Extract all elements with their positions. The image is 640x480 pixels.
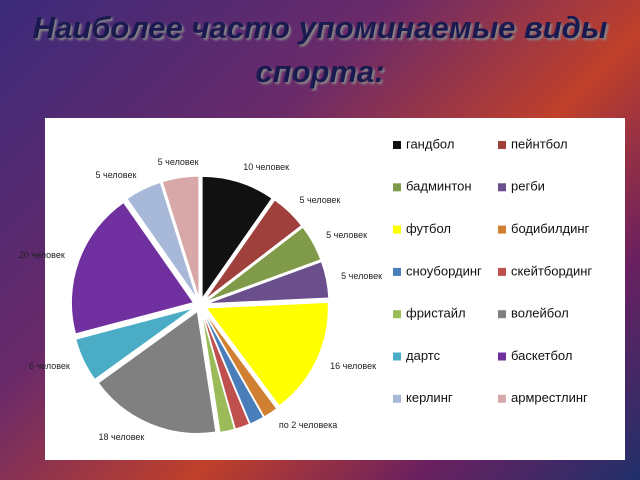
legend-swatch bbox=[498, 352, 506, 361]
legend-swatch bbox=[393, 141, 401, 149]
pie-slice bbox=[201, 311, 251, 430]
legend-label: пейнтбол bbox=[511, 136, 568, 151]
legend-swatch bbox=[393, 310, 401, 319]
pie-slice bbox=[205, 226, 322, 303]
legend-label: скейтбординг bbox=[511, 263, 592, 278]
pie-slice bbox=[126, 181, 198, 300]
data-label: 20 человек bbox=[19, 250, 65, 260]
legend-swatch bbox=[498, 225, 506, 234]
legend-swatch bbox=[393, 352, 401, 361]
legend-swatch bbox=[393, 225, 401, 234]
pie-slice bbox=[200, 311, 236, 433]
data-label: 10 человек bbox=[243, 162, 289, 172]
pie-slice bbox=[75, 307, 194, 381]
legend-swatch bbox=[498, 310, 506, 319]
legend-swatch bbox=[498, 141, 506, 149]
data-label: 5 человек bbox=[326, 230, 367, 240]
pie-slice bbox=[204, 199, 303, 301]
chart-title: Наиболее часто упоминаемые виды спорта: bbox=[32, 10, 608, 89]
pie-slice bbox=[202, 311, 265, 425]
legend-swatch bbox=[393, 267, 401, 276]
legend-label: баскетбол bbox=[511, 348, 572, 363]
legend-label: регби bbox=[511, 179, 545, 194]
pie-slice bbox=[97, 310, 217, 434]
legend-swatch bbox=[393, 183, 401, 192]
legend-swatch bbox=[498, 267, 506, 276]
legend-label: сноубординг bbox=[406, 263, 482, 278]
data-label: по 2 человека bbox=[279, 420, 337, 430]
data-label: 18 человек bbox=[98, 432, 144, 442]
data-label: 5 человек bbox=[96, 170, 137, 180]
legend-swatch bbox=[498, 394, 506, 403]
pie-slice bbox=[203, 310, 278, 418]
pie-slice bbox=[161, 175, 200, 299]
pie-slice bbox=[201, 175, 273, 300]
legend-label: бадминтон bbox=[406, 179, 472, 194]
legend-label: футбол bbox=[406, 221, 451, 236]
data-label: 5 человек bbox=[299, 195, 340, 205]
data-label: 16 человек bbox=[330, 361, 376, 371]
data-label: 6 человек bbox=[29, 361, 70, 371]
data-label: 5 человек bbox=[158, 157, 199, 167]
pie-slice bbox=[206, 261, 330, 305]
legend-label: дартс bbox=[406, 348, 441, 363]
data-label: 5 человек bbox=[341, 271, 382, 281]
legend-label: бодибилдинг bbox=[511, 221, 590, 236]
legend-label: волейбол bbox=[511, 306, 569, 321]
pie-slice bbox=[70, 201, 195, 335]
legend-label: армрестлинг bbox=[511, 390, 588, 405]
legend-swatch bbox=[393, 394, 401, 403]
legend-label: керлинг bbox=[406, 390, 453, 405]
pie-slice bbox=[205, 301, 329, 407]
legend-label: фристайл bbox=[406, 306, 466, 321]
legend-swatch bbox=[498, 183, 506, 192]
legend-label: гандбол bbox=[406, 136, 454, 151]
